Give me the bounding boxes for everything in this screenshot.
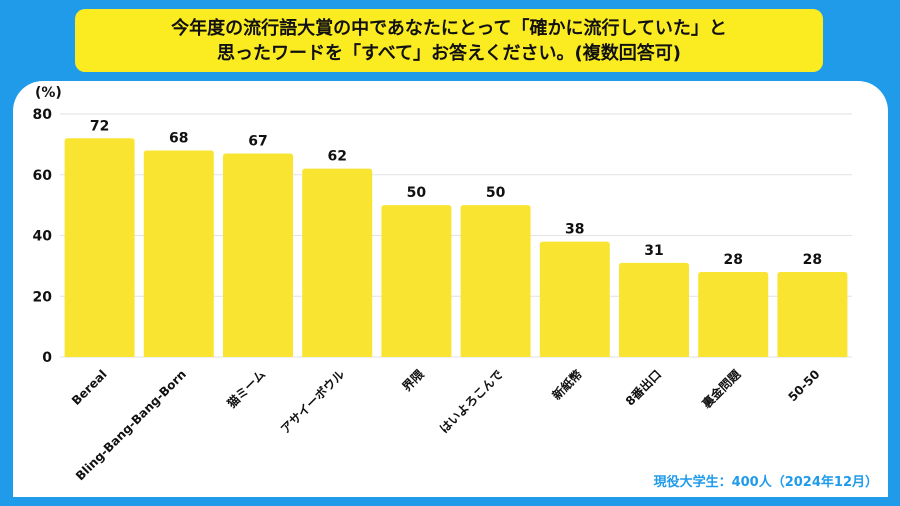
x-tick-label: はいよろこんで [437,367,506,436]
data-label: 31 [644,243,663,259]
data-label: 50 [486,185,506,201]
data-label: 28 [723,252,742,268]
bar [460,205,531,357]
x-tick-label: 新紙幣 [549,367,585,403]
data-label: 67 [248,133,267,149]
bar [143,150,214,357]
bar [381,205,452,357]
x-tick-label: 猫ミーム [224,367,268,411]
x-tick-label: アサイーボウル [277,367,347,437]
y-tick-label: 80 [33,107,53,123]
data-label: 38 [565,222,584,238]
x-tick-label: 8番出口 [622,367,664,409]
bar [777,271,848,357]
data-label: 72 [90,118,109,134]
x-tick-label: 裏金問題 [698,366,744,412]
chart-title: 今年度の流行語大賞の中であなたにとって「確かに流行していた」と 思ったワードを「… [75,9,823,72]
y-tick-label: 40 [33,229,53,245]
bar [223,153,293,357]
title-line-1: 今年度の流行語大賞の中であなたにとって「確かに流行していた」と [171,17,727,39]
bar [698,271,769,357]
bar [539,241,610,357]
bar [302,168,373,357]
x-tick-label: 界隈 [399,366,427,394]
y-axis-label: (%) [35,85,62,101]
x-tick-label: 50-50 [785,367,822,404]
y-tick-label: 60 [33,168,53,184]
y-tick-label: 20 [33,289,53,305]
x-tick-label: Bereal [69,367,110,408]
bar [619,262,689,357]
bar [64,138,135,357]
title-line-2: 思ったワードを「すべて」お答えください。(複数回答可) [217,42,681,64]
data-label: 50 [407,185,427,201]
data-label: 68 [169,130,188,146]
data-label: 28 [803,252,822,268]
data-label: 62 [327,149,346,165]
survey-note: 現役大学生：400人（2024年12月） [653,475,878,490]
y-tick-label: 0 [42,350,52,366]
